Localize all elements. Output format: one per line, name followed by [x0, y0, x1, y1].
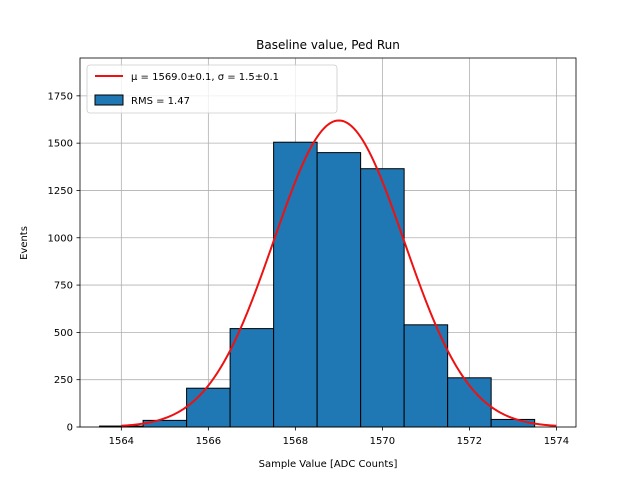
x-tick-label: 1574	[544, 436, 569, 447]
y-tick-label: 250	[54, 375, 73, 386]
legend-box	[86, 64, 338, 114]
legend-histogram-label: RMS = 1.47	[131, 96, 190, 107]
legend-fit-label: μ = 1569.0±0.1, σ = 1.5±0.1	[131, 72, 279, 83]
histogram-bar	[229, 328, 275, 428]
y-tick-label: 1500	[48, 139, 73, 150]
chart-title: Baseline value, Ped Run	[256, 38, 400, 52]
y-axis-label: Events	[19, 226, 30, 260]
histogram-bar	[403, 324, 449, 428]
histogram-bar	[142, 419, 188, 428]
x-tick-label: 1570	[370, 436, 395, 447]
legend-histogram-swatch	[94, 94, 124, 106]
y-tick-label: 750	[54, 281, 73, 292]
plot-frame	[79, 57, 577, 428]
y-tick-label: 1750	[48, 91, 73, 102]
x-tick-label: 1566	[196, 436, 221, 447]
histogram-bar	[186, 387, 231, 428]
y-tick-label: 1250	[48, 186, 73, 197]
x-tick-label: 1564	[109, 436, 134, 447]
y-tick-label: 500	[54, 328, 73, 339]
x-tick-label: 1568	[283, 436, 308, 447]
x-tick-label: 1572	[457, 436, 482, 447]
histogram-bar	[273, 141, 318, 428]
legend: μ = 1569.0±0.1, σ = 1.5±0.1 RMS = 1.47	[86, 64, 338, 114]
y-axis-ticks: 0 250 500 750 1000 1250 1500 1750	[48, 91, 80, 434]
x-axis-label: Sample Value [ADC Counts]	[259, 459, 398, 470]
y-tick-label: 1000	[48, 233, 73, 244]
y-tick-label: 0	[67, 423, 73, 434]
gaussian-fit-curve	[121, 119, 557, 427]
histogram-bar	[360, 168, 405, 428]
histogram-bar	[316, 152, 362, 428]
x-axis-ticks: 1564 1566 1568 1570 1572 1574	[109, 427, 569, 447]
